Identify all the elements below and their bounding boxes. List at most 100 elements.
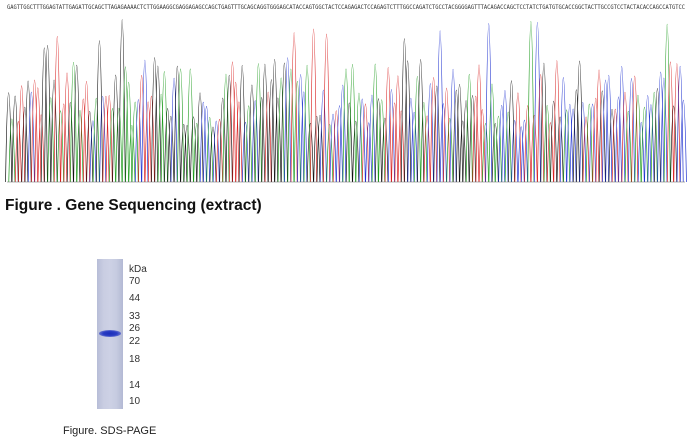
trace-peak: [355, 92, 363, 183]
trace-peak: [482, 123, 489, 183]
trace-peak: [280, 62, 288, 183]
trace-peak: [456, 84, 463, 183]
trace-peak: [592, 97, 600, 183]
trace-peak: [475, 64, 483, 183]
trace-peak: [141, 60, 149, 183]
trace-peak: [491, 123, 499, 183]
trace-peak: [384, 67, 392, 183]
trace-peak: [563, 109, 571, 183]
trace-peak: [465, 73, 473, 183]
trace-peak: [644, 95, 652, 183]
trace-peak: [397, 110, 405, 183]
trace-peak: [73, 64, 81, 183]
sequence-letters: GAGTTGGCTTTGGAGTATTGAGATTGCAGCTTAGAGAAAA…: [7, 4, 685, 11]
trace-peak: [109, 108, 116, 183]
trace-peak: [147, 95, 155, 183]
trace-peak: [576, 60, 583, 183]
trace-peak: [261, 63, 269, 183]
trace-peak: [306, 123, 314, 183]
trace-peak: [44, 45, 51, 183]
trace-peak: [24, 80, 32, 183]
trace-peak: [310, 28, 317, 183]
trace-peak: [641, 107, 648, 183]
trace-peak: [589, 104, 596, 183]
trace-peak: [99, 95, 107, 183]
trace-peak: [439, 103, 447, 183]
trace-peak: [248, 84, 256, 183]
trace-peak: [488, 83, 496, 183]
trace-peak: [303, 64, 311, 183]
trace-peak: [154, 65, 162, 183]
marker-label-10: 10: [129, 396, 141, 407]
trace-peak: [160, 71, 168, 183]
trace-peak: [608, 109, 616, 183]
marker-label-70: 70: [129, 276, 141, 287]
trace-peak: [284, 57, 292, 183]
trace-peak: [186, 68, 194, 183]
molecular-weight-unit: kDa: [129, 264, 147, 275]
trace-peak: [400, 38, 408, 183]
trace-peak: [222, 73, 230, 183]
trace-peak: [173, 65, 181, 183]
trace-peak: [381, 117, 389, 183]
trace-peak: [316, 114, 324, 183]
marker-label-22: 22: [129, 336, 141, 347]
trace-peak: [287, 68, 295, 183]
trace-peak: [598, 90, 606, 183]
trace-peak: [105, 95, 113, 183]
trace-peak: [413, 76, 421, 183]
trace-peak: [371, 63, 379, 183]
protein-band: [99, 330, 121, 337]
trace-peak: [274, 97, 282, 183]
trace-peak: [18, 85, 26, 183]
trace-peak: [394, 75, 402, 183]
trace-peak: [501, 90, 509, 183]
trace-peak: [673, 63, 681, 183]
trace-peak: [332, 110, 340, 183]
trace-peak: [615, 96, 622, 183]
marker-label-33: 33: [129, 311, 141, 322]
trace-peak: [676, 65, 684, 183]
trace-peak: [157, 93, 165, 183]
trace-peak: [121, 66, 129, 183]
trace-peak: [530, 114, 538, 183]
trace-peak: [469, 95, 476, 183]
trace-peak: [219, 97, 227, 183]
trace-peak: [647, 104, 655, 183]
trace-peak: [533, 22, 541, 183]
trace-peak: [216, 119, 223, 183]
sequencing-chromatogram: GAGTTGGCTTTGGAGTATTGAGATTGCAGCTTAGAGAAAA…: [0, 0, 692, 190]
trace-peak: [449, 68, 457, 183]
trace-peak: [8, 118, 16, 183]
trace-peak: [569, 108, 577, 183]
trace-peak: [290, 32, 298, 183]
trace-peak: [514, 92, 522, 183]
trace-peak: [92, 97, 100, 183]
chromatogram-svg: GAGTTGGCTTTGGAGTATTGAGATTGCAGCTTAGAGAAAA…: [5, 4, 687, 183]
trace-peak: [326, 124, 334, 183]
trace-peak: [517, 126, 525, 183]
trace-peak: [70, 61, 77, 183]
trace-peak: [621, 91, 629, 183]
trace-peak: [115, 108, 123, 183]
trace-peak: [183, 125, 191, 183]
trace-peak: [650, 91, 658, 183]
trace-peak: [368, 94, 376, 183]
trace-peak: [232, 82, 240, 183]
trace-peak: [238, 64, 246, 183]
trace-peak: [83, 81, 90, 183]
trace-peak: [63, 72, 71, 183]
trace-peak: [653, 88, 661, 183]
trace-peak: [102, 95, 110, 183]
trace-peak: [5, 92, 13, 183]
marker-label-14: 14: [129, 380, 141, 391]
trace-peak: [11, 95, 19, 183]
trace-peak: [193, 123, 201, 183]
trace-peak: [362, 103, 369, 183]
trace-peak: [277, 77, 285, 183]
trace-peak: [57, 110, 64, 183]
trace-peak: [138, 75, 146, 183]
trace-peak: [96, 40, 103, 183]
trace-peak: [21, 107, 29, 183]
trace-peak: [209, 126, 217, 183]
